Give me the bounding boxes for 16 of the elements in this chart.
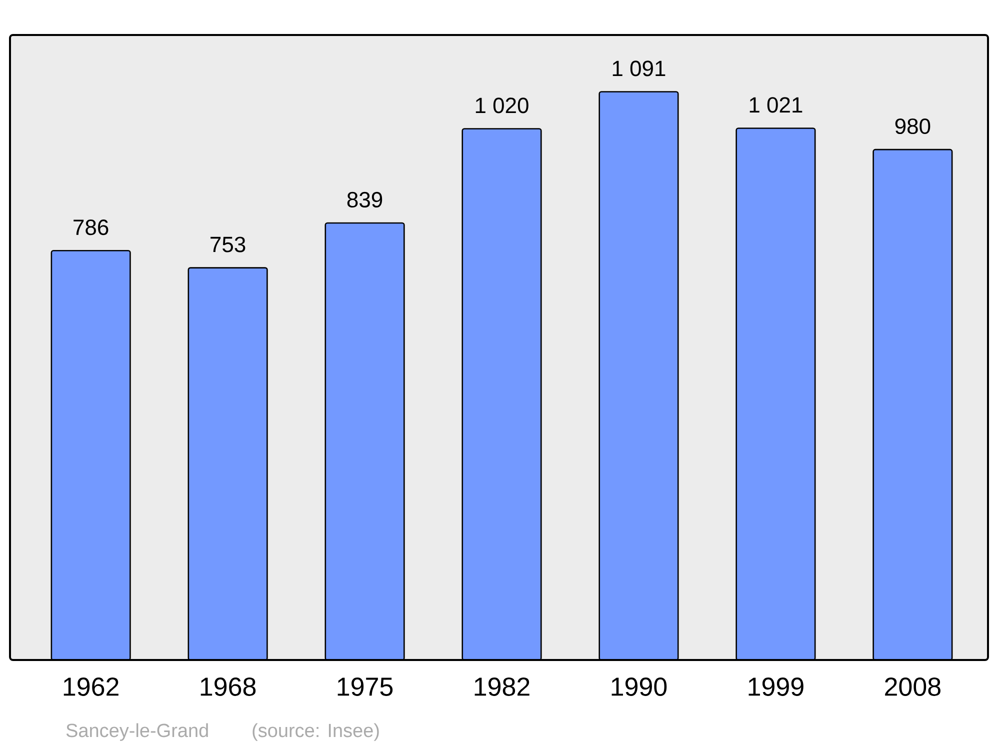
data-label: 1 021 [750, 97, 802, 113]
x-tick-label: 2008 [885, 678, 940, 696]
data-label: 980 [895, 118, 930, 134]
x-tick-label: 1975 [338, 678, 393, 696]
data-label: 1 091 [612, 60, 666, 76]
data-label: 839 [347, 192, 382, 208]
text: Sancey-le-Grand [66, 723, 208, 741]
data-label: 786 [74, 220, 108, 236]
x-tick-label: 1990 [612, 678, 667, 696]
x-tick-label: 1962 [64, 678, 118, 696]
x-tick-label: 1968 [200, 678, 256, 696]
text: (source: Insee) [252, 723, 379, 741]
data-label: 1 020 [476, 98, 528, 114]
x-tick-label: 1999 [748, 678, 804, 696]
data-label: 753 [210, 236, 246, 252]
x-tick-label: 1982 [474, 678, 530, 696]
